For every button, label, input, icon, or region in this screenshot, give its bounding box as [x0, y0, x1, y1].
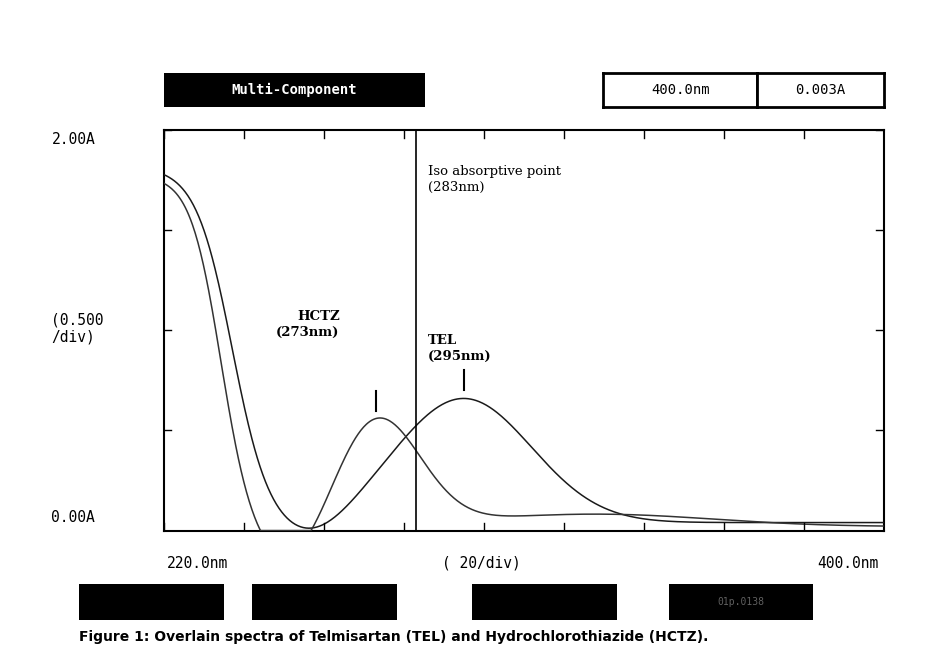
Text: TEL
(295nm): TEL (295nm): [427, 335, 491, 363]
Text: 220.0nm: 220.0nm: [166, 555, 228, 571]
Text: (0.500
/div): (0.500 /div): [51, 312, 104, 345]
Text: ( 20/div): ( 20/div): [442, 555, 521, 571]
Text: 400.0nm: 400.0nm: [817, 555, 879, 571]
Text: 01p.0138: 01p.0138: [717, 597, 765, 607]
Text: Multi-Component: Multi-Component: [232, 83, 357, 97]
Text: 0.003A: 0.003A: [796, 83, 845, 97]
Text: Figure 1: Overlain spectra of Telmisartan (TEL) and Hydrochlorothiazide (HCTZ).: Figure 1: Overlain spectra of Telmisarta…: [79, 630, 709, 644]
Text: 400.0nm: 400.0nm: [651, 83, 710, 97]
Text: HCTZ
(273nm): HCTZ (273nm): [276, 311, 339, 339]
Text: Iso absorptive point
(283nm): Iso absorptive point (283nm): [427, 165, 561, 194]
Text: 2.00A: 2.00A: [51, 132, 95, 148]
Text: 0.00A: 0.00A: [51, 510, 95, 525]
